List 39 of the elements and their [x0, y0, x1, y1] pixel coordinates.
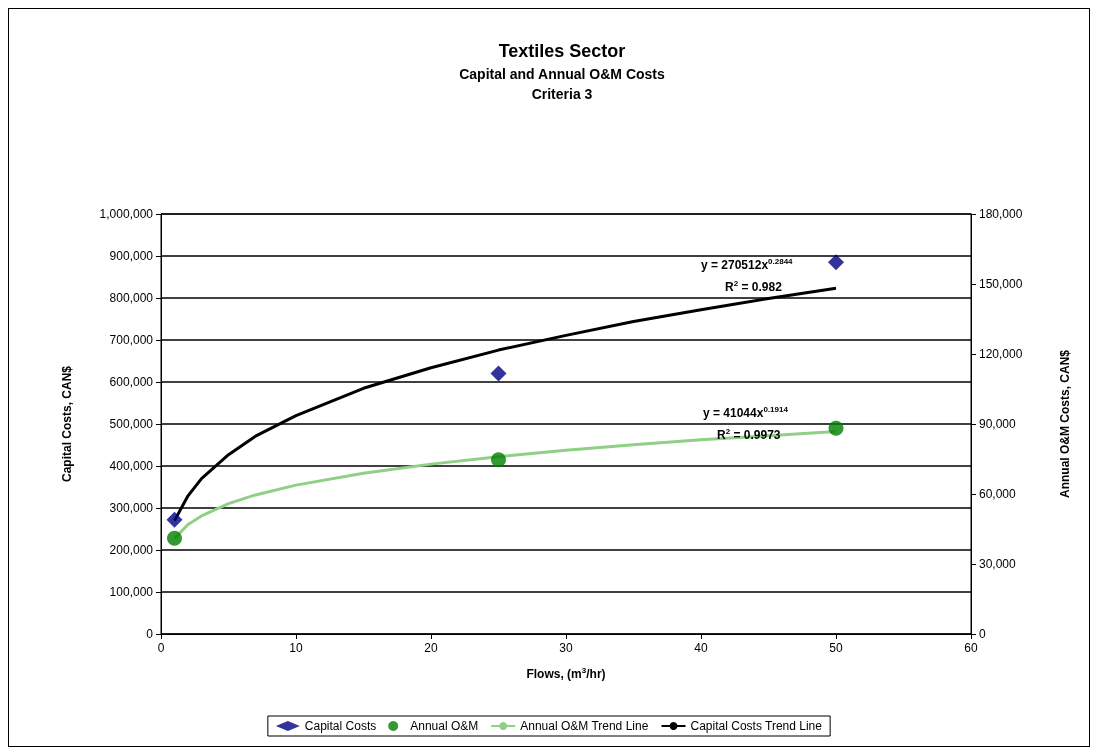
- point: [491, 452, 506, 468]
- y2-tick-label: 30,000: [979, 557, 1017, 571]
- y-tick-label: 600,000: [109, 375, 154, 389]
- x-tick-label: 60: [964, 641, 978, 655]
- x-tick-label: 40: [694, 641, 708, 655]
- y2-tick-label: 60,000: [979, 487, 1017, 501]
- x-tick-label: 10: [289, 641, 303, 655]
- y-tick-label: 900,000: [109, 249, 154, 263]
- x-tick-label: 30: [559, 641, 573, 655]
- legend-label: Annual O&M Trend Line: [520, 719, 649, 733]
- x-tick-label: 50: [829, 641, 843, 655]
- x-tick-label: 0: [157, 641, 165, 655]
- y-tick-label: 200,000: [109, 543, 154, 557]
- legend-label: Capital Costs: [304, 719, 377, 733]
- point: [166, 511, 183, 528]
- y-tick-label: 400,000: [109, 459, 154, 473]
- y2-tick-label: 0: [979, 627, 986, 641]
- y-axis-title: Capital Costs, CAN$: [60, 365, 74, 483]
- y-tick-label: 0: [146, 627, 154, 641]
- point: [828, 420, 844, 436]
- y-tick-label: 800,000: [109, 291, 154, 305]
- x-tick-label: 20: [424, 641, 438, 655]
- y2-tick-label: 150,000: [979, 277, 1023, 291]
- y2-axis-title: Annual O&M Costs, CAN$: [1058, 349, 1072, 499]
- y2-tick-label: 90,000: [979, 417, 1017, 431]
- y-tick-label: 500,000: [109, 417, 154, 431]
- legend-label: Annual O&M: [410, 719, 479, 733]
- point: [828, 254, 844, 271]
- chart-title: Textiles Sector: [498, 41, 626, 61]
- y-tick-label: 100,000: [109, 585, 154, 599]
- y-tick-label: 700,000: [109, 333, 154, 347]
- chart-subtitle: Capital and Annual O&M Costs Criteria 3: [459, 66, 666, 102]
- point: [490, 365, 507, 382]
- legend-label: Capital Costs Trend Line: [690, 719, 823, 733]
- y2-tick-label: 120,000: [979, 347, 1023, 361]
- y-tick-label: 1,000,000: [99, 207, 154, 221]
- y2-tick-label: 180,000: [979, 207, 1023, 221]
- point: [167, 530, 182, 546]
- y-tick-label: 300,000: [109, 501, 154, 515]
